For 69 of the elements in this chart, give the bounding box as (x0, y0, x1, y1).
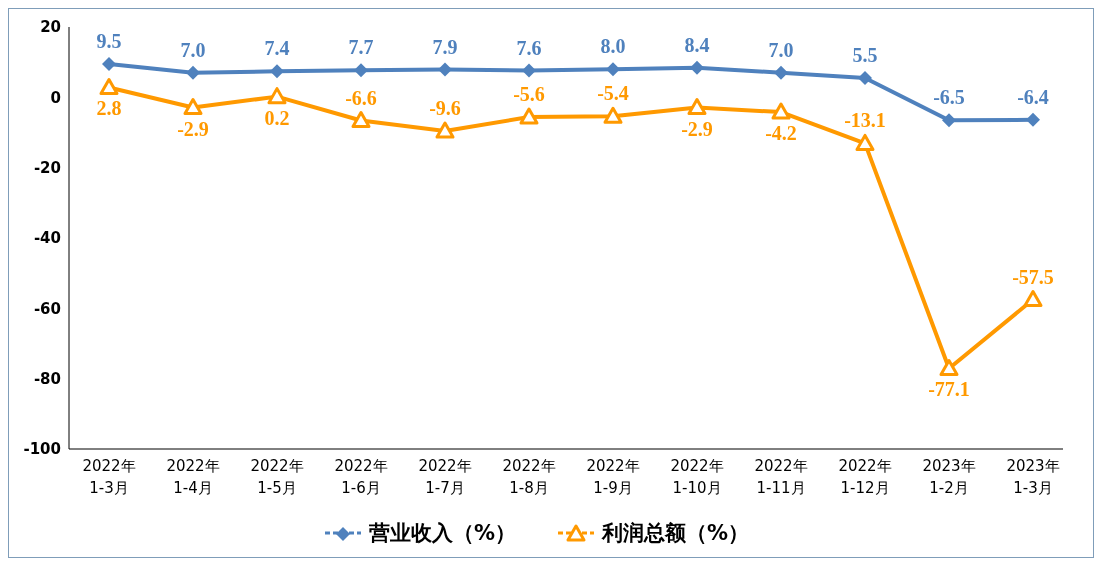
y-tick-label: 0 (50, 88, 61, 107)
y-tick-label: -80 (33, 369, 61, 388)
data-label: -4.2 (765, 122, 797, 145)
point (939, 358, 959, 376)
x-tick-label: 2023年 1-3月 (1006, 457, 1060, 497)
data-label: 9.5 (96, 29, 122, 52)
data-label: 2.8 (96, 97, 122, 120)
point (435, 121, 455, 139)
y-tick-label: 20 (40, 18, 61, 37)
point (438, 62, 452, 77)
point (942, 113, 956, 128)
y-tick-label: -100 (23, 440, 61, 459)
data-label: 7.7 (348, 36, 374, 59)
point (603, 106, 623, 124)
point (690, 60, 704, 75)
x-tick-label: 2022年 1-5月 (250, 457, 304, 497)
point (606, 62, 620, 77)
data-label: -5.6 (513, 83, 545, 106)
data-label: -9.6 (429, 97, 461, 120)
data-label: 7.0 (180, 38, 206, 61)
y-tick-label: -40 (33, 229, 61, 248)
x-tick-label: 2022年 1-4月 (166, 457, 220, 497)
x-tick-label: 2022年 1-8月 (502, 457, 556, 497)
point (267, 87, 287, 105)
legend-label: 利润总额（%） (602, 520, 750, 547)
point (519, 107, 539, 125)
point (186, 65, 200, 80)
data-label: -2.9 (681, 117, 713, 140)
data-label: 8.4 (684, 33, 710, 56)
point (771, 102, 791, 120)
y-tick-label: -20 (33, 158, 61, 177)
point (351, 111, 371, 129)
point (102, 56, 116, 71)
point (270, 64, 284, 79)
x-tick-label: 2022年 1-3月 (82, 457, 136, 497)
data-label: 5.5 (852, 43, 878, 66)
data-label: -5.4 (597, 82, 629, 105)
data-label: 0.2 (264, 106, 290, 129)
point (855, 133, 875, 151)
data-label: 7.0 (768, 38, 794, 61)
point (774, 65, 788, 80)
x-tick-label: 2022年 1-12月 (838, 457, 892, 497)
data-label: 8.0 (600, 35, 626, 58)
x-tick-label: 2022年 1-6月 (334, 457, 388, 497)
data-label: 7.9 (432, 35, 458, 58)
data-label: -6.4 (1017, 85, 1049, 108)
x-tick-label: 2022年 1-9月 (586, 457, 640, 497)
point (522, 63, 536, 78)
legend-label: 营业收入（%） (368, 520, 516, 547)
data-label: -77.1 (928, 378, 970, 401)
point (99, 77, 119, 95)
data-label: 7.6 (516, 36, 542, 59)
point (354, 63, 368, 78)
x-tick-label: 2022年 1-11月 (754, 457, 808, 497)
point (858, 70, 872, 85)
point (687, 98, 707, 116)
x-tick-label: 2022年 1-10月 (670, 457, 724, 497)
data-label: 7.4 (264, 37, 290, 60)
x-tick-label: 2023年 1-2月 (922, 457, 976, 497)
data-label: -6.5 (933, 86, 965, 109)
point (1026, 112, 1040, 127)
data-label: -2.9 (177, 117, 209, 140)
point (1023, 290, 1043, 308)
x-tick-label: 2022年 1-7月 (418, 457, 472, 497)
data-label: -57.5 (1012, 265, 1054, 288)
y-tick-label: -60 (33, 299, 61, 318)
point (183, 98, 203, 116)
data-label: -13.1 (844, 109, 886, 132)
data-label: -6.6 (345, 86, 377, 109)
